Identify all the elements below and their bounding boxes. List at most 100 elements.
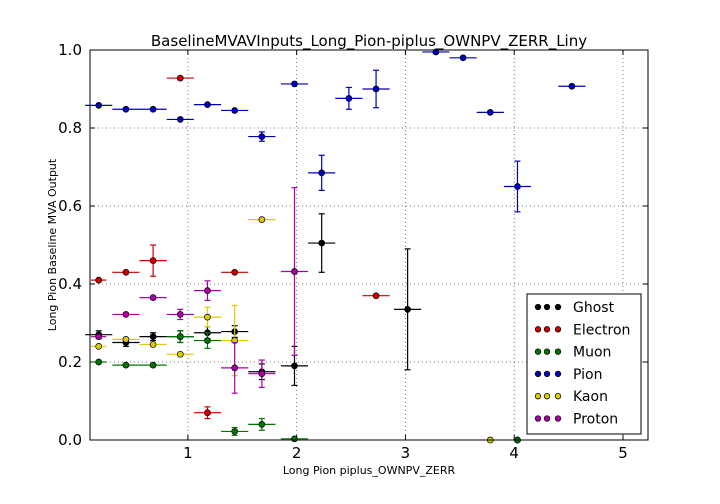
data-point — [514, 183, 521, 190]
y-axis-label: Long Pion Baseline MVA Output — [46, 158, 59, 331]
legend-entry-proton: Proton — [534, 412, 618, 428]
legend-marker — [534, 370, 542, 378]
data-point — [204, 101, 211, 108]
data-point — [258, 133, 266, 140]
x-axis-label: Long Pion piplus_OWNPV_ZERR — [283, 464, 456, 477]
data-point — [122, 105, 130, 113]
data-point — [204, 337, 211, 344]
x-tick-label: 3 — [401, 444, 411, 462]
legend-marker — [543, 370, 551, 378]
data-point — [486, 109, 494, 116]
data-point — [291, 80, 298, 88]
legend-label: Proton — [573, 412, 618, 428]
data-point — [149, 341, 157, 348]
x-tick-label: 5 — [618, 444, 628, 462]
data-point — [318, 239, 326, 247]
data-point — [404, 306, 411, 313]
data-point — [176, 116, 184, 123]
legend-marker — [534, 348, 542, 355]
plot-frame — [89, 49, 649, 441]
series-muon — [91, 330, 521, 444]
data-point — [149, 105, 157, 113]
plot-marks — [85, 48, 586, 444]
legend-entry-pion: Pion — [534, 367, 602, 383]
data-point — [291, 268, 298, 275]
legend-label: Muon — [573, 345, 611, 361]
data-point — [95, 333, 103, 340]
data-point — [176, 350, 184, 358]
legend-marker — [543, 393, 551, 400]
legend-marker — [554, 326, 562, 333]
data-point — [122, 361, 130, 369]
axis-ticks: 1 2 3 4 5 0.0 0.2 0.4 0.6 0.8 1.0 — [58, 41, 648, 462]
legend-box — [526, 293, 642, 435]
data-point — [204, 287, 211, 294]
data-point — [258, 216, 266, 223]
data-point — [176, 333, 184, 340]
data-point — [122, 311, 130, 318]
data-point — [95, 102, 103, 109]
legend-marker — [543, 415, 551, 422]
legend-marker — [543, 348, 551, 355]
y-tick-label: 0.2 — [58, 353, 82, 371]
series-proton — [91, 187, 309, 394]
chart-title: BaselineMVAVInputs_Long_Pion-piplus_OWNP… — [151, 32, 587, 51]
series-kaon — [91, 216, 494, 444]
legend-marker — [554, 303, 562, 311]
data-point — [231, 268, 239, 276]
data-point — [176, 311, 184, 318]
data-point — [318, 169, 326, 177]
data-point — [95, 343, 103, 350]
x-tick-label: 4 — [509, 444, 519, 462]
legend-entry-kaon: Kaon — [534, 389, 608, 405]
y-tick-label: 0.4 — [58, 275, 82, 293]
legend-marker — [534, 326, 542, 333]
data-point — [372, 85, 380, 93]
data-point — [459, 54, 467, 62]
data-point — [345, 95, 353, 102]
legend-marker — [554, 348, 562, 355]
data-point — [176, 74, 184, 82]
legend-label: Kaon — [573, 389, 608, 405]
y-tick-label: 0.8 — [58, 119, 82, 137]
legend-marker — [534, 393, 542, 400]
data-point — [204, 409, 211, 417]
data-point — [149, 361, 157, 369]
legend-label: Ghost — [573, 300, 615, 316]
legend-entry-electron: Electron — [534, 322, 630, 338]
data-point — [149, 333, 157, 340]
legend-marker — [554, 393, 562, 400]
data-point — [204, 313, 211, 321]
data-point — [568, 82, 576, 90]
legend-marker — [543, 303, 551, 311]
data-point — [258, 370, 266, 378]
data-point — [291, 435, 298, 443]
legend-label: Pion — [573, 367, 602, 383]
y-tick-label: 1.0 — [58, 41, 82, 59]
x-tick-label: 1 — [183, 444, 193, 462]
data-point — [291, 362, 298, 370]
data-point — [149, 257, 157, 264]
data-point — [95, 276, 103, 284]
legend-marker — [534, 303, 542, 311]
data-point — [231, 107, 239, 114]
data-point — [149, 294, 157, 301]
legend-marker — [554, 415, 562, 422]
legend-marker — [554, 370, 562, 378]
legend-marker — [534, 415, 542, 422]
legend-entry-muon: Muon — [534, 345, 611, 361]
data-point — [95, 358, 103, 366]
series-electron — [91, 74, 390, 420]
data-point — [231, 428, 239, 435]
series-pion — [85, 48, 586, 213]
data-point — [122, 268, 130, 276]
data-point — [231, 364, 239, 372]
legend-marker — [543, 326, 551, 333]
legend-label: Electron — [573, 322, 630, 338]
data-point — [372, 292, 380, 300]
y-tick-label: 0.0 — [58, 431, 82, 449]
y-tick-label: 0.6 — [58, 197, 82, 215]
legend-entry-ghost: Ghost — [534, 300, 615, 316]
data-point — [122, 336, 130, 343]
